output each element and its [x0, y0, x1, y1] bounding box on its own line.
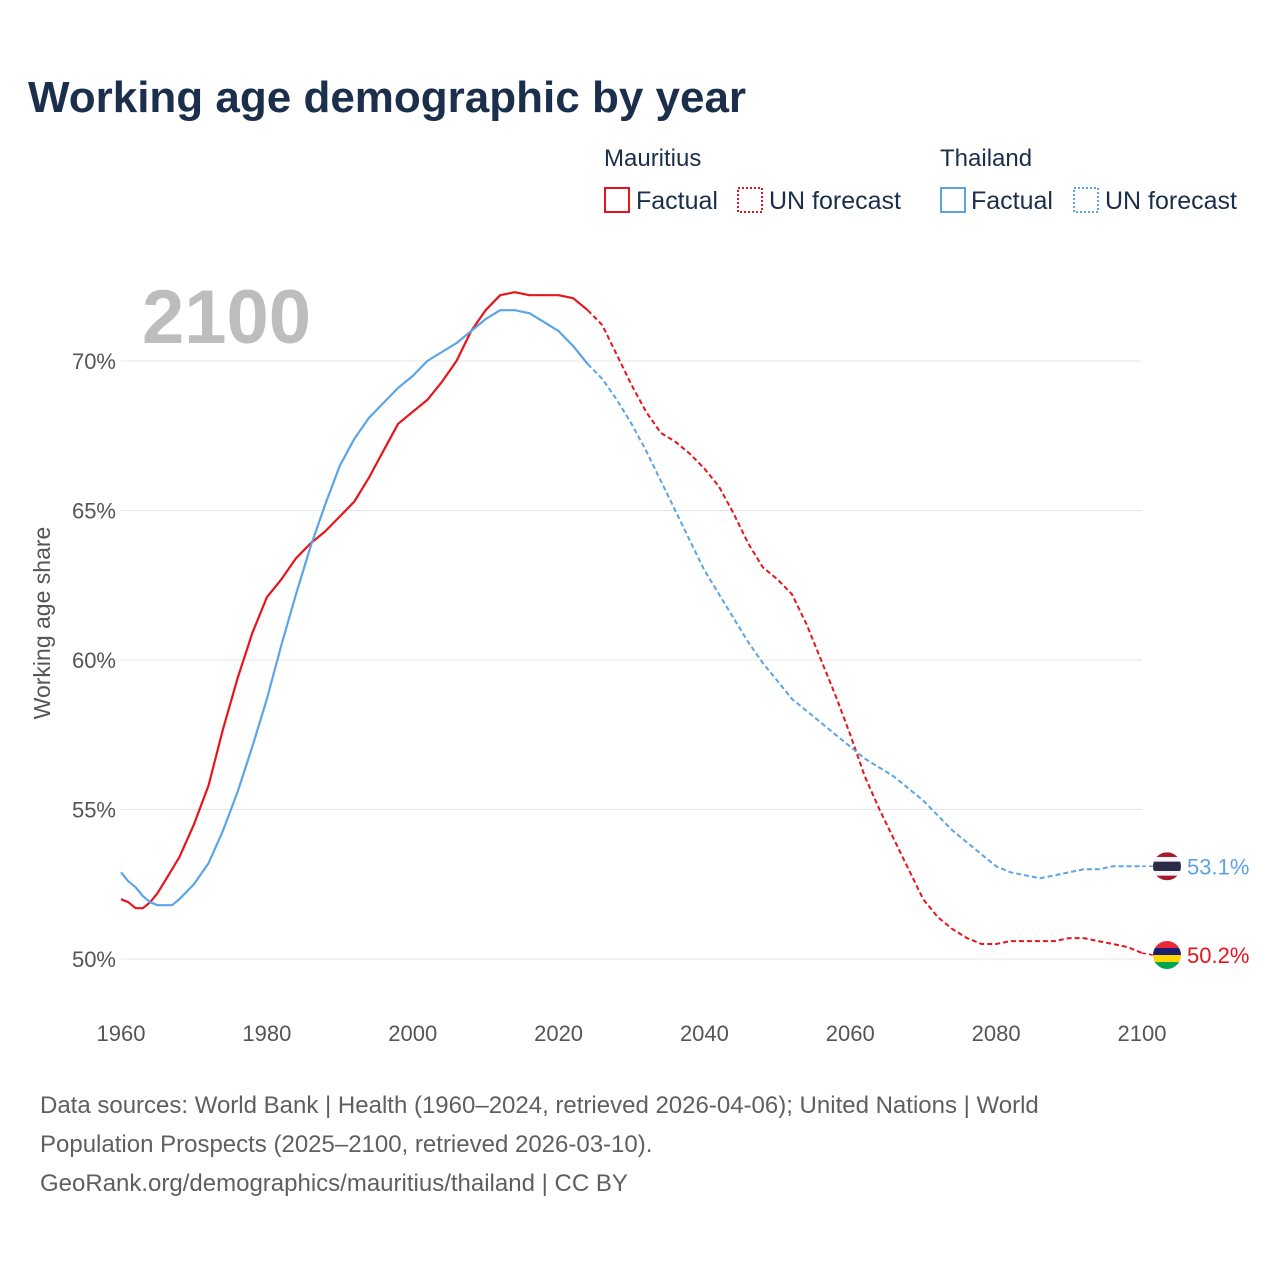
- legend: Mauritius Factual UN forecast Thailand F…: [604, 145, 1237, 215]
- end-markers: 50.2% 53.1%: [1153, 852, 1249, 970]
- x-tick-label: 2020: [534, 1021, 583, 1046]
- gridlines: [121, 360, 1142, 960]
- series-line-thailand-factual: [120, 309, 589, 907]
- y-tick-label: 65%: [72, 499, 116, 524]
- y-tick-label: 55%: [72, 798, 116, 823]
- source-link[interactable]: GeoRank.org/demographics/mauritius/thail…: [40, 1170, 628, 1197]
- y-axis-label: Working age share: [29, 527, 55, 720]
- legend-label-thailand-forecast: UN forecast: [1105, 187, 1237, 215]
- x-tick-label: 2100: [1118, 1021, 1167, 1046]
- x-tick-label: 1980: [242, 1021, 291, 1046]
- end-value-label-thailand: 53.1%: [1187, 854, 1249, 879]
- x-tick-label: 1960: [97, 1021, 146, 1046]
- y-tick-label: 60%: [72, 648, 116, 673]
- series-line-mauritius-forecast: [586, 309, 1143, 954]
- source-line-2: Population Prospects (2025–2100, retriev…: [40, 1131, 652, 1158]
- legend-swatch-mauritius-forecast: [737, 187, 763, 213]
- y-axis-ticks: 50% 55% 60% 65% 70%: [72, 349, 116, 972]
- legend-swatch-mauritius-factual: [604, 187, 630, 213]
- flag-icon-mauritius: [1153, 941, 1181, 970]
- chart-title: Working age demographic by year: [28, 73, 746, 122]
- legend-label-thailand-factual: Factual: [971, 187, 1053, 215]
- legend-label-mauritius-forecast: UN forecast: [769, 187, 901, 215]
- y-tick-label: 50%: [72, 947, 116, 972]
- source-line-1: Data sources: World Bank | Health (1960–…: [40, 1092, 1039, 1119]
- x-tick-label: 2000: [388, 1021, 437, 1046]
- series-line-thailand-forecast: [586, 363, 1142, 880]
- end-value-label-mauritius: 50.2%: [1187, 943, 1249, 968]
- legend-group-title-mauritius: Mauritius: [604, 145, 701, 172]
- legend-swatch-thailand-forecast: [1073, 187, 1099, 213]
- legend-group-title-thailand: Thailand: [940, 145, 1032, 172]
- x-tick-label: 2080: [972, 1021, 1021, 1046]
- series-line-mauritius-factual: [120, 291, 589, 910]
- series-lines: [120, 291, 1154, 956]
- year-label: 2100: [142, 275, 311, 360]
- y-tick-label: 70%: [72, 349, 116, 374]
- flag-icon-thailand: [1153, 852, 1181, 881]
- legend-swatch-thailand-factual: [940, 187, 966, 213]
- series-connector-mauritius: [1141, 952, 1154, 956]
- legend-label-mauritius-factual: Factual: [636, 187, 718, 215]
- x-tick-label: 2040: [680, 1021, 729, 1046]
- x-axis-ticks: 1960 1980 2000 2020 2040 2060 2080 2100: [97, 1021, 1167, 1046]
- x-tick-label: 2060: [826, 1021, 875, 1046]
